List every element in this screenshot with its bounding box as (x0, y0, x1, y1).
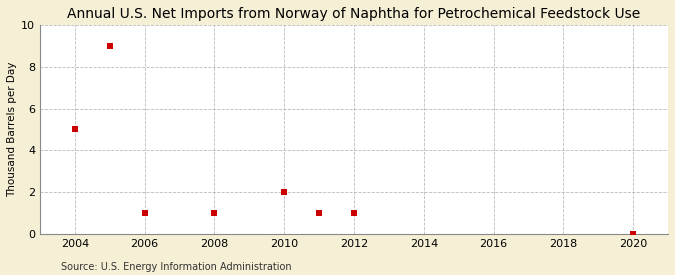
Text: Source: U.S. Energy Information Administration: Source: U.S. Energy Information Administ… (61, 262, 292, 272)
Point (628, 232, 639, 236)
Point (314, 211, 325, 215)
Point (279, 190, 290, 194)
Point (348, 211, 359, 215)
Y-axis label: Thousand Barrels per Day: Thousand Barrels per Day (7, 62, 17, 197)
Point (105, 44, 115, 48)
Point (139, 211, 150, 215)
Title: Annual U.S. Net Imports from Norway of Naphtha for Petrochemical Feedstock Use: Annual U.S. Net Imports from Norway of N… (68, 7, 641, 21)
Point (70, 127, 80, 132)
Point (209, 211, 220, 215)
